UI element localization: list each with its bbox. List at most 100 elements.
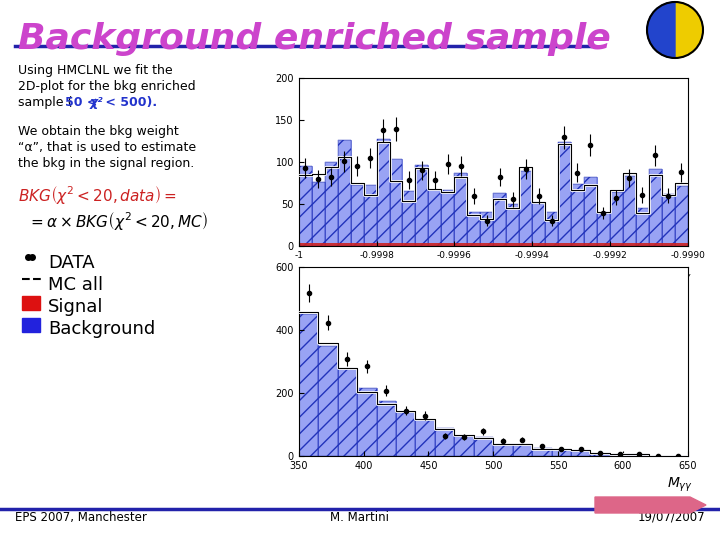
Bar [390, 159, 402, 246]
Bar [338, 140, 351, 246]
Bar [441, 191, 454, 246]
Bar [597, 212, 610, 246]
Bar [441, 243, 454, 246]
Text: the bkg in the signal region.: the bkg in the signal region. [18, 157, 194, 170]
Bar [610, 243, 623, 246]
Bar [493, 444, 513, 456]
Bar [623, 176, 636, 246]
Bar [571, 243, 584, 246]
Bar [357, 388, 377, 456]
Bar [636, 243, 649, 246]
Bar [558, 142, 571, 246]
Bar [364, 185, 377, 246]
Bar [675, 186, 688, 246]
Bar [22, 318, 40, 332]
Bar [415, 165, 428, 246]
Bar [351, 185, 364, 246]
Bar [351, 243, 364, 246]
Bar [590, 453, 610, 456]
FancyArrow shape [595, 497, 706, 513]
Bar [377, 139, 390, 246]
Bar [299, 166, 312, 246]
Bar [299, 166, 312, 246]
Bar [493, 444, 513, 456]
Bar [435, 428, 454, 456]
Bar [402, 191, 415, 246]
Bar [351, 185, 364, 246]
Bar [312, 182, 325, 246]
Bar [415, 243, 428, 246]
Bar [623, 176, 636, 246]
Text: Using HMCLNL we fit the: Using HMCLNL we fit the [18, 64, 173, 77]
Bar [506, 204, 519, 246]
Bar [629, 454, 649, 456]
Text: EPS 2007, Manchester: EPS 2007, Manchester [15, 511, 147, 524]
Bar [474, 437, 493, 456]
Bar [467, 212, 480, 246]
Bar [545, 212, 558, 246]
Bar [390, 159, 402, 246]
Bar [552, 449, 571, 456]
Bar [571, 450, 590, 456]
Bar [480, 212, 493, 246]
Text: sample (: sample ( [18, 96, 73, 109]
Text: 19/07/2007: 19/07/2007 [637, 511, 705, 524]
Bar [506, 204, 519, 246]
Bar [571, 450, 590, 456]
Bar [590, 453, 610, 456]
Bar [377, 139, 390, 246]
Bar [519, 243, 532, 246]
Bar [545, 243, 558, 246]
Bar [636, 208, 649, 246]
Bar [364, 243, 377, 246]
Bar [338, 140, 351, 246]
Bar [299, 243, 312, 246]
Text: $= \alpha \times BKG\left(\chi^2 < 20, MC\right)$: $= \alpha \times BKG\left(\chi^2 < 20, M… [28, 210, 208, 232]
Bar [428, 243, 441, 246]
Bar [318, 347, 338, 456]
Bar [299, 314, 318, 456]
Bar [558, 142, 571, 246]
Bar [597, 243, 610, 246]
Bar [584, 177, 597, 246]
X-axis label: $O_{\gamma\gamma}$: $O_{\gamma\gamma}$ [669, 266, 691, 283]
Bar [325, 243, 338, 246]
Bar [571, 184, 584, 246]
Bar [675, 186, 688, 246]
Bar [312, 182, 325, 246]
Bar [532, 448, 552, 456]
Bar [474, 437, 493, 456]
Bar [454, 173, 467, 246]
Bar [532, 201, 545, 246]
Bar [571, 184, 584, 246]
Text: $BKG\left(\chi^2 < 20, data\right) =$: $BKG\left(\chi^2 < 20, data\right) =$ [18, 184, 177, 206]
Bar [545, 212, 558, 246]
Bar [519, 171, 532, 246]
Bar [318, 347, 338, 456]
Bar [325, 163, 338, 246]
Bar [610, 192, 623, 246]
Bar [610, 454, 629, 456]
Bar [364, 185, 377, 246]
Bar [532, 448, 552, 456]
Bar [513, 443, 532, 456]
Bar [558, 243, 571, 246]
Bar [519, 171, 532, 246]
Bar [415, 420, 435, 456]
Bar [377, 401, 396, 456]
Text: 50 <: 50 < [65, 96, 102, 109]
Bar [467, 243, 480, 246]
Text: < 500).: < 500). [101, 96, 157, 109]
Bar [480, 243, 493, 246]
Bar [441, 191, 454, 246]
Bar [454, 436, 474, 456]
Bar [532, 243, 545, 246]
Bar [649, 170, 662, 246]
Bar [428, 191, 441, 246]
Bar [675, 243, 688, 246]
Text: 2D-plot for the bkg enriched: 2D-plot for the bkg enriched [18, 80, 196, 93]
X-axis label: $M_{\gamma\gamma}$: $M_{\gamma\gamma}$ [667, 475, 693, 494]
Text: “α”, that is used to estimate: “α”, that is used to estimate [18, 141, 196, 154]
Bar [299, 314, 318, 456]
Text: Signal: Signal [48, 298, 104, 316]
